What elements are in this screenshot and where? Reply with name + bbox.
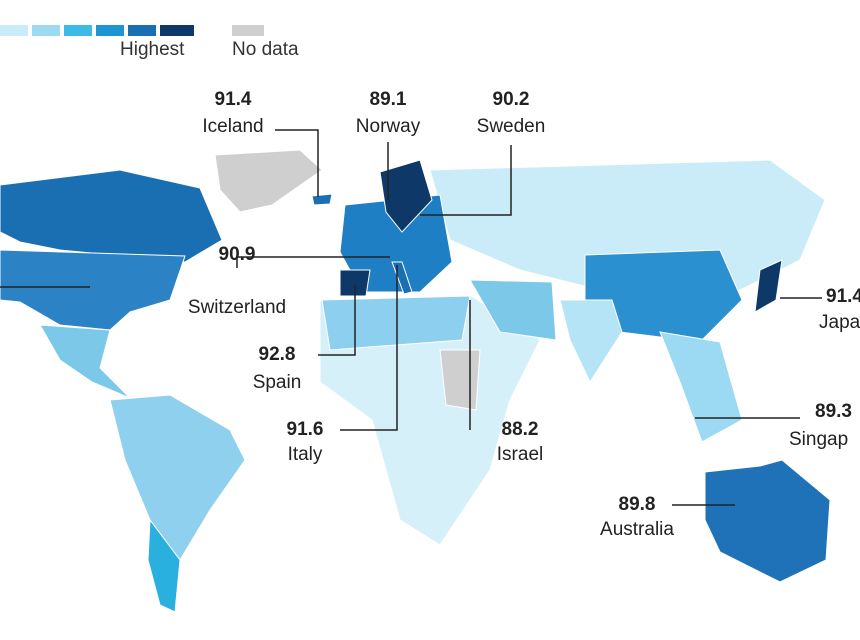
- callout-value: 91.6: [287, 419, 324, 440]
- leader-line: [236, 256, 390, 268]
- iceland: [311, 193, 333, 206]
- leader-line: [340, 265, 398, 431]
- callout-value: 91.4: [826, 286, 860, 307]
- callout-value: 89.8: [619, 494, 656, 515]
- mexico: [39, 324, 131, 399]
- scandinavia: [379, 159, 433, 233]
- india: [559, 299, 623, 384]
- leader-line: [420, 145, 512, 216]
- legend-swatch: [0, 25, 28, 36]
- legend-swatch: [32, 25, 60, 36]
- callout-value: 91.4: [215, 89, 252, 110]
- argentina: [147, 518, 181, 613]
- europe: [339, 194, 453, 293]
- callout-label: Switzerland: [188, 297, 286, 318]
- legend-swatch-no-data: [232, 25, 264, 36]
- callout-label: Singap: [789, 429, 848, 450]
- legend-scale: [0, 25, 264, 36]
- callout-label: Italy: [288, 444, 323, 465]
- canada: [0, 169, 223, 263]
- sudan: [439, 349, 481, 411]
- legend-swatch: [64, 25, 92, 36]
- land: [0, 149, 831, 613]
- callout-label: Australia: [600, 519, 674, 540]
- leader-line: [275, 129, 319, 197]
- callout-value: 90.2: [493, 89, 530, 110]
- spain: [339, 269, 371, 297]
- callout-label: Sweden: [477, 116, 546, 137]
- callout-value: 88.2: [502, 419, 539, 440]
- callout-value: 89.3: [815, 401, 852, 422]
- callout-label: Spain: [253, 372, 302, 393]
- south-america: [109, 394, 246, 561]
- usa: [0, 249, 186, 331]
- callout-value: 90.9: [219, 244, 256, 265]
- legend-high: Highest: [120, 39, 185, 60]
- leader-line: [318, 285, 356, 356]
- middle-east: [469, 279, 557, 341]
- callout-value: 89.1: [370, 89, 407, 110]
- callouts: 91.4 Iceland 89.1 Norway 90.2 Sweden 90.9 Switz…: [188, 89, 860, 540]
- legend-swatch: [128, 25, 156, 36]
- callout-value: 92.8: [259, 344, 296, 365]
- north-africa: [321, 295, 471, 351]
- callout-label: Israel: [497, 444, 543, 465]
- leader-lines: [0, 129, 822, 506]
- callout-label: Iceland: [202, 116, 263, 137]
- callout-label: Norway: [356, 116, 421, 137]
- australia: [704, 459, 831, 583]
- greenland: [214, 149, 323, 213]
- legend-no-data: No data: [232, 39, 299, 60]
- legend-swatch: [160, 25, 194, 36]
- japan: [754, 259, 783, 313]
- southeast-asia: [659, 331, 743, 443]
- legend-swatch: [96, 25, 124, 36]
- callout-label: Japa: [819, 312, 860, 333]
